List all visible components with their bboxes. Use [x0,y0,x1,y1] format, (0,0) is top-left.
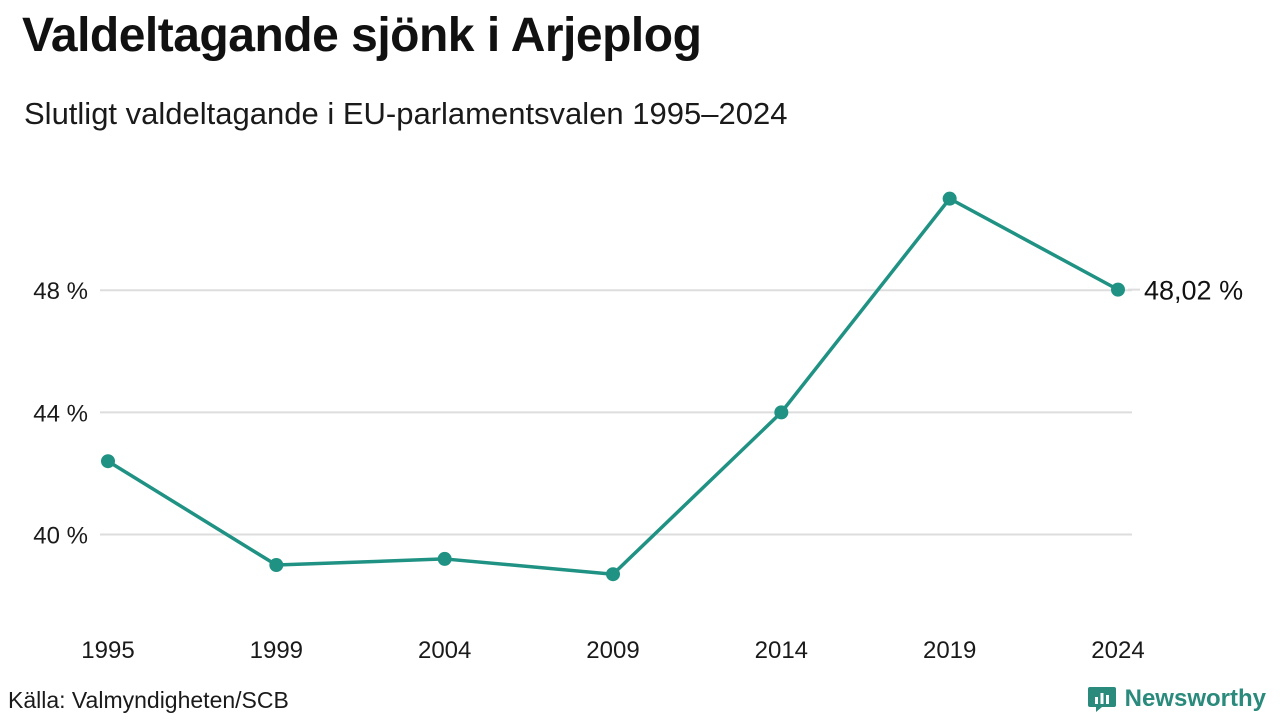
data-point [1111,282,1125,297]
brand-logo: Newsworthy [1087,684,1266,714]
data-label-group: 48,02 % [1128,276,1243,306]
series-line [106,196,1120,576]
data-point [774,405,789,420]
x-tick-label: 1999 [250,637,303,664]
grid-lines [100,289,1132,536]
y-tick-label: 40 % [33,523,88,550]
data-point [942,191,957,206]
x-axis-tick-labels: 1995 1999 2004 2009 2014 2019 2024 [81,637,1144,664]
x-tick-label: 2024 [1091,637,1144,664]
x-tick-label: 2019 [923,637,976,664]
y-tick-label: 44 % [33,400,88,427]
series-line-group [101,191,1125,582]
x-tick-label: 1995 [81,637,134,664]
data-point [269,558,284,573]
y-tick-label: 48 % [33,278,88,305]
y-axis-tick-labels: 40 % 44 % 48 % [33,278,88,549]
chart-title: Valdeltagande sjönk i Arjeplog [22,9,702,62]
x-tick-label: 2009 [586,637,639,664]
bar-chart-speech-bubble-icon [1087,687,1116,712]
brand-name: Newsworthy [1124,685,1266,712]
x-tick-label: 2014 [755,637,808,664]
source-note: Källa: Valmyndigheten/SCB [8,687,289,713]
data-point [606,567,620,582]
data-point [437,551,452,566]
chart-subtitle: Slutligt valdeltagande i EU-parlamentsva… [24,96,788,131]
x-tick-label: 2004 [418,637,471,664]
data-point [101,454,115,469]
data-label-last-value: 48,02 % [1144,276,1243,306]
